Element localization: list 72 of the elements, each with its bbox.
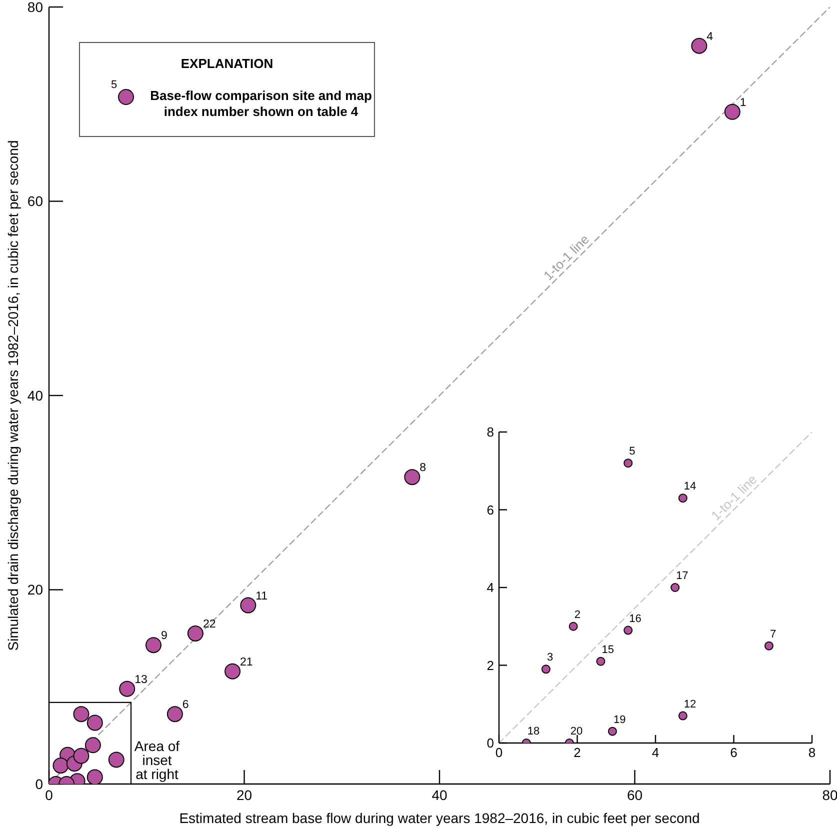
point <box>84 737 101 754</box>
series-label: Area of inset at right <box>134 738 180 782</box>
point <box>166 706 183 722</box>
point <box>678 711 688 720</box>
point <box>691 38 708 54</box>
y-tick-label: 2 <box>486 658 494 673</box>
y-tick-label: 80 <box>27 0 44 15</box>
annotation: 16 <box>629 612 642 625</box>
x-tick-label: 8 <box>808 745 816 760</box>
annotation: 5 <box>110 79 118 91</box>
y-tick-label: 40 <box>27 387 44 404</box>
annotation: 21 <box>240 656 253 668</box>
point <box>86 714 103 731</box>
x-tick-label: 40 <box>432 786 448 803</box>
x-tick-label: 2 <box>574 745 581 760</box>
annotation: 4 <box>706 30 714 43</box>
annotation: 2 <box>574 608 580 621</box>
point <box>145 637 162 654</box>
y-axis-title: Simulated drain discharge during water years 1982–2016, in cubic feet per second <box>5 140 21 651</box>
annotation: 7 <box>770 628 776 640</box>
point <box>224 663 241 680</box>
annotation: 17 <box>676 570 688 582</box>
x-tick-label: 60 <box>626 786 643 803</box>
y-tick-label: 4 <box>486 580 494 596</box>
y-tick-label: 0 <box>35 776 44 792</box>
point <box>86 769 103 784</box>
point <box>240 597 256 614</box>
annotation: 13 <box>134 674 148 686</box>
point <box>404 469 420 486</box>
legend-title: EXPLANATION <box>180 56 274 72</box>
annotation: 12 <box>684 698 696 710</box>
annotation: 14 <box>684 480 696 493</box>
point <box>73 706 90 722</box>
x-tick-label: 6 <box>730 745 738 760</box>
point <box>624 458 633 468</box>
y-tick-label: 20 <box>27 582 44 598</box>
annotation: 3 <box>546 652 554 664</box>
point <box>764 641 774 650</box>
point <box>678 494 688 503</box>
annotation: 1 <box>740 96 746 109</box>
point <box>541 664 550 674</box>
point <box>73 748 90 764</box>
annotation: 9 <box>160 630 168 642</box>
annotation: 5 <box>629 446 636 458</box>
annotation: 20 <box>570 726 583 738</box>
point <box>187 625 204 642</box>
x-tick-label: 4 <box>652 745 660 760</box>
annotation: 18 <box>527 726 540 738</box>
x-tick-label: 20 <box>236 786 252 803</box>
point <box>52 758 69 774</box>
annotation: 19 <box>613 714 626 726</box>
annotation: 6 <box>182 699 189 712</box>
point <box>624 626 633 635</box>
y-tick-label: 0 <box>486 736 494 751</box>
x-tick-label: 80 <box>822 786 837 803</box>
annotation: 11 <box>256 590 268 602</box>
y-tick-label: 6 <box>486 502 494 518</box>
point <box>670 583 680 592</box>
y-tick-label: 8 <box>486 424 494 440</box>
annotation: 22 <box>202 618 216 630</box>
legend-label: Base-flow comparison site and map index number shown on table 4 <box>149 88 373 120</box>
x-axis-title: Estimated stream base flow during water years 1982–2016, in cubic feet per second <box>179 810 700 826</box>
y-tick-label: 60 <box>27 193 44 210</box>
x-tick-label: 0 <box>45 786 54 803</box>
point <box>724 104 740 120</box>
point <box>119 680 136 697</box>
annotation: 8 <box>420 462 426 474</box>
annotation: 15 <box>602 644 614 656</box>
point <box>568 622 578 631</box>
point <box>108 752 124 768</box>
point <box>596 656 606 666</box>
point <box>608 726 617 736</box>
